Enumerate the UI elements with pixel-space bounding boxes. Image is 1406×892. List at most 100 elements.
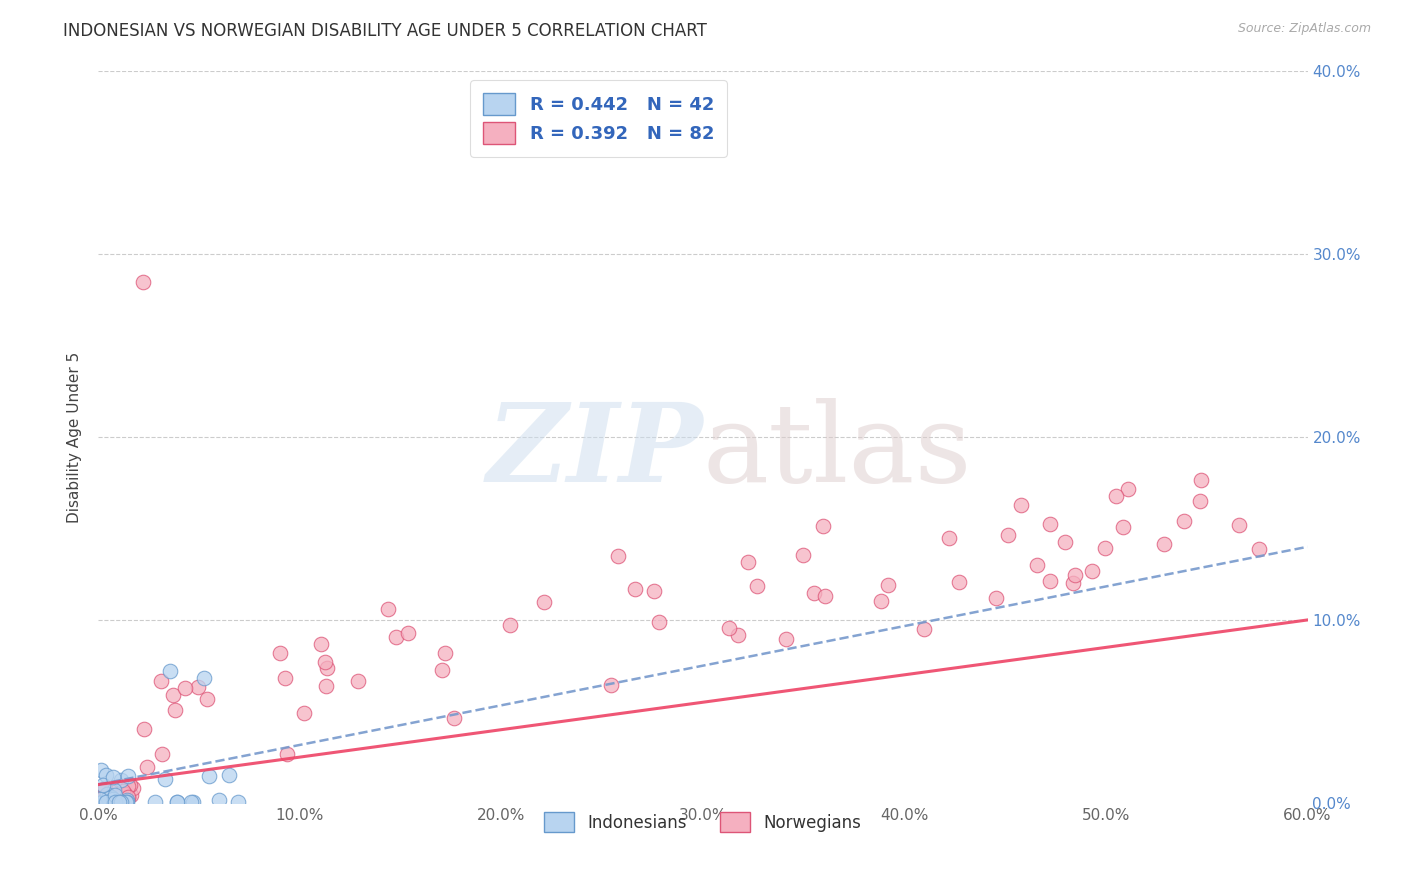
Point bbox=[208, 793, 231, 807]
Point bbox=[96, 796, 118, 810]
Point bbox=[1173, 514, 1195, 528]
Point bbox=[309, 637, 332, 651]
Point bbox=[117, 789, 139, 804]
Point bbox=[111, 796, 134, 810]
Point bbox=[166, 796, 188, 810]
Point bbox=[377, 602, 399, 616]
Point bbox=[717, 621, 740, 635]
Point bbox=[100, 789, 122, 804]
Text: Source: ZipAtlas.com: Source: ZipAtlas.com bbox=[1237, 22, 1371, 36]
Point bbox=[384, 630, 406, 644]
Point bbox=[1039, 574, 1062, 589]
Point bbox=[727, 628, 749, 642]
Point bbox=[111, 784, 134, 798]
Point bbox=[195, 691, 218, 706]
Point bbox=[89, 792, 111, 806]
Point bbox=[432, 663, 454, 677]
Point bbox=[112, 779, 135, 793]
Point bbox=[775, 632, 797, 647]
Point bbox=[948, 574, 970, 589]
Point bbox=[1153, 537, 1175, 551]
Point bbox=[135, 760, 157, 774]
Point bbox=[1064, 568, 1087, 582]
Point bbox=[101, 796, 124, 810]
Point bbox=[91, 778, 114, 792]
Point bbox=[115, 793, 138, 807]
Point bbox=[162, 689, 184, 703]
Point bbox=[315, 660, 337, 674]
Point bbox=[115, 796, 138, 810]
Point bbox=[153, 772, 176, 786]
Point bbox=[108, 796, 131, 810]
Point bbox=[174, 681, 197, 695]
Point bbox=[166, 796, 188, 810]
Point bbox=[314, 655, 336, 669]
Point bbox=[599, 677, 621, 691]
Point bbox=[870, 594, 893, 608]
Point bbox=[292, 706, 315, 720]
Point bbox=[132, 722, 155, 736]
Point bbox=[643, 583, 665, 598]
Point bbox=[117, 779, 139, 793]
Point bbox=[104, 796, 127, 810]
Point bbox=[792, 549, 814, 563]
Point bbox=[811, 519, 834, 533]
Point bbox=[1105, 489, 1128, 503]
Point bbox=[1094, 541, 1116, 555]
Point bbox=[97, 791, 120, 805]
Point bbox=[533, 594, 555, 608]
Legend: Indonesians, Norwegians: Indonesians, Norwegians bbox=[531, 798, 875, 846]
Point bbox=[218, 768, 240, 782]
Point bbox=[90, 790, 112, 805]
Point bbox=[104, 788, 127, 802]
Point bbox=[114, 787, 136, 801]
Point bbox=[269, 646, 291, 660]
Point bbox=[121, 780, 143, 795]
Point bbox=[94, 767, 117, 781]
Point bbox=[912, 623, 935, 637]
Point bbox=[120, 788, 142, 802]
Point bbox=[1189, 474, 1212, 488]
Point bbox=[443, 711, 465, 725]
Point bbox=[96, 787, 118, 801]
Point bbox=[997, 527, 1019, 541]
Point bbox=[198, 769, 221, 783]
Point bbox=[101, 770, 124, 784]
Point bbox=[150, 747, 173, 762]
Point bbox=[108, 796, 131, 810]
Point bbox=[814, 590, 837, 604]
Point bbox=[94, 781, 117, 796]
Point bbox=[648, 615, 671, 629]
Point bbox=[1247, 542, 1270, 557]
Point bbox=[110, 796, 132, 810]
Point bbox=[110, 773, 132, 788]
Point bbox=[737, 555, 759, 569]
Point bbox=[1112, 520, 1135, 534]
Point bbox=[396, 626, 419, 640]
Point bbox=[115, 796, 138, 810]
Point bbox=[159, 664, 181, 678]
Point bbox=[347, 674, 370, 689]
Point bbox=[90, 796, 112, 810]
Point bbox=[803, 586, 825, 600]
Point bbox=[117, 769, 139, 783]
Point bbox=[274, 671, 297, 685]
Point bbox=[193, 672, 215, 686]
Text: ZIP: ZIP bbox=[486, 398, 703, 506]
Point bbox=[90, 796, 112, 810]
Point bbox=[105, 791, 128, 805]
Point bbox=[315, 679, 337, 693]
Point bbox=[163, 703, 186, 717]
Point bbox=[104, 796, 127, 810]
Point bbox=[120, 778, 142, 792]
Point bbox=[101, 790, 124, 805]
Point bbox=[747, 579, 769, 593]
Point bbox=[1053, 535, 1076, 549]
Point bbox=[132, 275, 155, 289]
Point bbox=[98, 784, 121, 798]
Point bbox=[1227, 517, 1250, 532]
Point bbox=[434, 646, 457, 660]
Point bbox=[228, 796, 250, 810]
Point bbox=[103, 782, 125, 797]
Point bbox=[117, 789, 139, 804]
